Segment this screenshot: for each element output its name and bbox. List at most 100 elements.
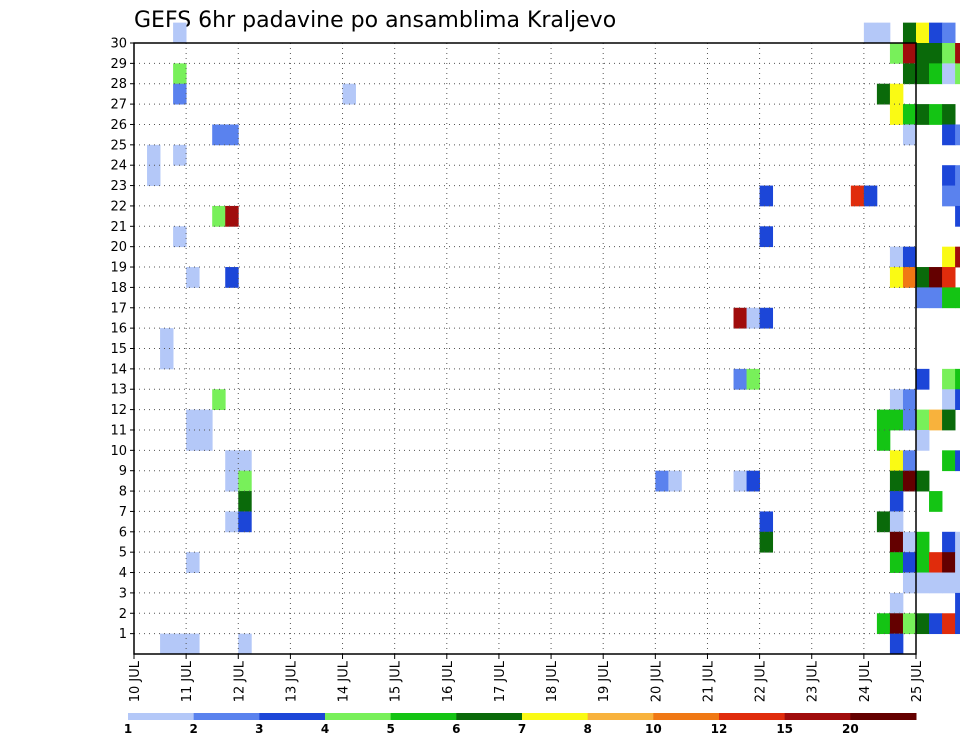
y-tick-label: 24 bbox=[110, 159, 127, 174]
heatmap-cell bbox=[929, 613, 943, 635]
heatmap-cell bbox=[955, 165, 960, 186]
heatmap-cell bbox=[655, 470, 669, 492]
heatmap-cell bbox=[225, 267, 239, 288]
heatmap-cell bbox=[916, 267, 930, 288]
heatmap-cell bbox=[942, 613, 956, 635]
colorbar-swatch bbox=[193, 713, 260, 720]
x-tick-label: 20 JUL bbox=[649, 660, 664, 702]
y-tick-label: 23 bbox=[110, 179, 127, 194]
heatmap-cell bbox=[942, 552, 956, 573]
x-tick-label: 19 JUL bbox=[597, 660, 612, 702]
heatmap-cell bbox=[955, 205, 960, 227]
heatmap-cell bbox=[186, 633, 200, 655]
colorbar-label: 2 bbox=[189, 722, 197, 736]
colorbar-label: 1 bbox=[124, 722, 132, 736]
heatmap-cell bbox=[902, 267, 917, 288]
heatmap-cell bbox=[759, 307, 774, 329]
colorbar-swatch bbox=[456, 713, 523, 720]
colorbar-label: 7 bbox=[518, 722, 526, 736]
heatmap-cell bbox=[955, 613, 960, 635]
heatmap-cell bbox=[889, 511, 904, 533]
heatmap-cell bbox=[902, 389, 917, 410]
heatmap-cell bbox=[889, 267, 904, 288]
heatmap-cell bbox=[238, 491, 252, 512]
heatmap-cell bbox=[759, 226, 774, 248]
heatmap-cell bbox=[916, 531, 930, 553]
heatmap-cell bbox=[342, 83, 356, 105]
heatmap-cell bbox=[889, 389, 904, 410]
y-tick-label: 13 bbox=[110, 383, 127, 398]
heatmap-cell bbox=[902, 613, 917, 635]
y-tick-label: 11 bbox=[110, 423, 127, 438]
y-tick-label: 17 bbox=[110, 301, 127, 316]
heatmap-cell bbox=[902, 552, 917, 573]
heatmap-cell bbox=[902, 246, 917, 268]
heatmap-cell bbox=[173, 83, 187, 105]
heatmap-cell bbox=[929, 491, 943, 512]
colorbar-label: 15 bbox=[776, 722, 793, 736]
heatmap-cell bbox=[746, 470, 760, 492]
heatmap-cell bbox=[212, 124, 226, 146]
heatmap-cell bbox=[733, 470, 747, 492]
heatmap-cell bbox=[199, 429, 213, 451]
heatmap-cell bbox=[955, 531, 960, 553]
heatmap-cell bbox=[225, 511, 239, 533]
heatmap-cell bbox=[929, 287, 943, 309]
colorbar-swatch bbox=[587, 713, 654, 720]
x-tick-label: 22 JUL bbox=[754, 660, 769, 702]
heatmap-cell bbox=[876, 22, 891, 44]
heatmap-cell bbox=[902, 450, 917, 472]
heatmap-cell bbox=[238, 511, 252, 533]
heatmap-cell bbox=[955, 552, 960, 573]
heatmap-cell bbox=[876, 409, 891, 431]
y-tick-label: 26 bbox=[110, 118, 127, 133]
heatmap-cell bbox=[929, 22, 943, 44]
x-tick-label: 14 JUL bbox=[337, 660, 352, 702]
x-tick-label: 15 JUL bbox=[389, 660, 404, 702]
heatmap-cell bbox=[916, 572, 930, 594]
x-tick-label: 21 JUL bbox=[701, 660, 716, 702]
heatmap-cell bbox=[902, 531, 917, 553]
heatmap-cell bbox=[889, 491, 904, 512]
colorbar-swatch bbox=[784, 713, 851, 720]
heatmap-cell bbox=[916, 613, 930, 635]
heatmap-cell bbox=[942, 572, 956, 594]
heatmap-cell bbox=[186, 552, 200, 573]
heatmap-cell bbox=[942, 124, 956, 146]
heatmap-cell bbox=[889, 43, 904, 64]
heatmap-cell bbox=[863, 22, 878, 44]
x-axis-ticks: 10 JUL 11 JUL 12 JUL 13 JUL 14 JUL 15 JUL 16 J… bbox=[128, 654, 925, 702]
x-tick-label: 12 JUL bbox=[232, 660, 247, 702]
heatmap-cell bbox=[225, 205, 239, 227]
y-tick-label: 1 bbox=[119, 627, 127, 642]
heatmap-cell bbox=[902, 409, 917, 431]
heatmap-cell bbox=[238, 450, 252, 472]
y-tick-label: 29 bbox=[110, 57, 127, 72]
y-tick-label: 15 bbox=[110, 342, 127, 357]
heatmap-cell bbox=[929, 104, 943, 125]
heatmap-cell bbox=[942, 267, 956, 288]
heatmap-cell bbox=[173, 633, 187, 655]
heatmap-cell bbox=[876, 429, 891, 451]
heatmap-cell bbox=[916, 368, 930, 390]
heatmap-cell bbox=[929, 63, 943, 85]
x-tick-label: 10 JUL bbox=[128, 660, 143, 702]
colorbar-label: 5 bbox=[386, 722, 394, 736]
heatmap-cell bbox=[902, 63, 917, 85]
colorbar-swatch bbox=[325, 713, 392, 720]
colorbar-swatch bbox=[390, 713, 457, 720]
heatmap-cell bbox=[238, 633, 252, 655]
heatmap-cell bbox=[186, 429, 200, 451]
heatmap-cell bbox=[902, 124, 917, 146]
dotted-grid bbox=[134, 43, 916, 654]
heatmap-cell bbox=[929, 552, 943, 573]
y-tick-label: 25 bbox=[110, 138, 127, 153]
y-tick-label: 10 bbox=[110, 444, 127, 459]
heatmap-cell bbox=[955, 124, 960, 146]
heatmap-cell bbox=[186, 409, 200, 431]
heatmap-cell bbox=[889, 409, 904, 431]
heatmap-cell bbox=[902, 22, 917, 44]
heatmap-cell bbox=[147, 165, 161, 186]
heatmap-cell bbox=[942, 409, 956, 431]
colorbar-label: 3 bbox=[255, 722, 263, 736]
